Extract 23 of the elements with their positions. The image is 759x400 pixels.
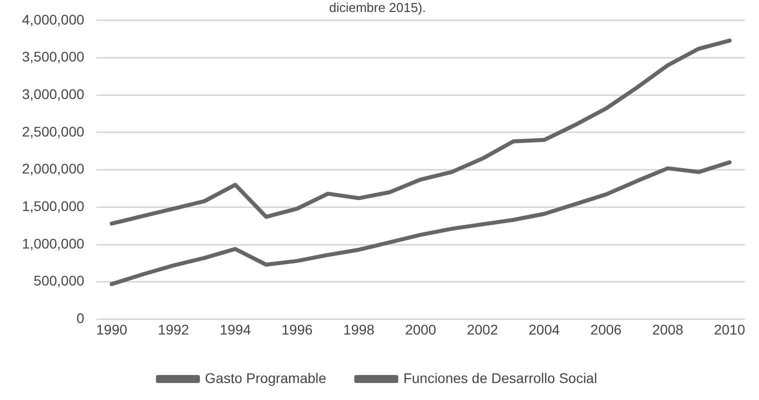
x-tick-label: 1992 [158, 321, 190, 338]
x-tick-label: 1998 [343, 321, 375, 338]
y-tick-label: 1,500,000 [22, 198, 84, 214]
x-tick-label: 2000 [405, 321, 436, 338]
chart-title: diciembre 2015). [329, 0, 426, 16]
legend-label: Funciones de Desarrollo Social [403, 370, 598, 386]
y-tick-label: 1,000,000 [22, 235, 84, 252]
y-tick-label: 2,500,000 [22, 123, 84, 140]
x-tick-label: 2006 [590, 321, 622, 338]
x-tick-label: 2004 [528, 321, 560, 338]
y-tick-label: 3,000,000 [22, 86, 84, 102]
y-tick-label: 0 [76, 310, 84, 326]
x-tick-label: 2008 [652, 321, 684, 338]
x-tick-label: 2002 [466, 321, 498, 338]
x-tick-label: 2010 [714, 321, 746, 338]
x-tick-label: 1994 [220, 321, 252, 338]
y-tick-label: 2,000,000 [22, 160, 84, 177]
x-tick-label: 1996 [282, 321, 313, 338]
y-tick-label: 500,000 [34, 272, 84, 289]
y-tick-label: 3,500,000 [22, 48, 84, 65]
x-tick-label: 1990 [96, 321, 128, 338]
y-tick-label: 4,000,000 [22, 11, 84, 28]
legend-label: Gasto Programable [204, 370, 327, 386]
